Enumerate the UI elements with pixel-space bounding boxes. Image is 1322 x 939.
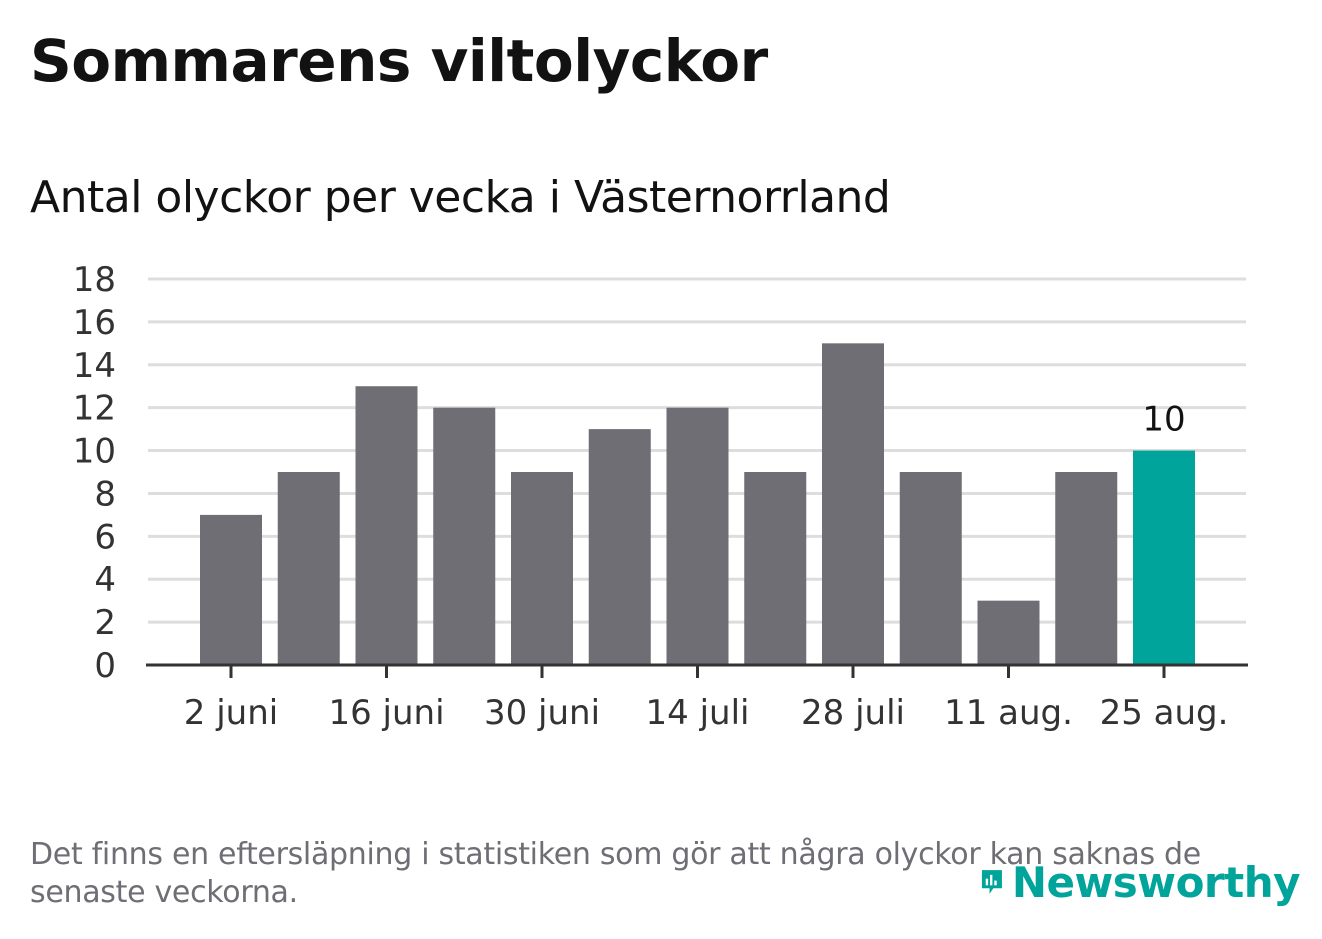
y-tick-label: 10 [73, 432, 116, 472]
y-tick-label: 14 [73, 346, 116, 386]
bar [1055, 472, 1118, 665]
y-tick-label: 8 [94, 474, 116, 514]
y-tick-label: 6 [94, 517, 116, 557]
bar [355, 386, 418, 665]
x-tick-label: 14 juli [646, 693, 750, 733]
chart-title: Sommarens viltolyckor [30, 27, 768, 95]
bar [588, 429, 651, 665]
x-tick-label: 25 aug. [1100, 693, 1229, 733]
newsworthy-logo-icon [981, 870, 1002, 894]
x-tick-label: 16 juni [328, 693, 444, 733]
bar-highlighted [1133, 450, 1195, 665]
x-tick-label: 11 aug. [944, 693, 1073, 733]
bar [899, 472, 962, 665]
data-labels: 10 [1142, 400, 1185, 440]
bar [744, 472, 807, 665]
y-tick-label: 2 [94, 603, 116, 643]
bar [277, 472, 340, 665]
y-tick-label: 18 [73, 260, 116, 300]
bar [511, 472, 573, 665]
bars [200, 343, 1195, 665]
logo-text: Newsworthy [1011, 857, 1301, 907]
x-tick-label: 2 juni [184, 693, 278, 733]
newsworthy-logo[interactable]: Newsworthy [980, 848, 1301, 916]
x-axis: 2 juni 16 juni 30 juni 14 juli 28 juli 11 aug… [146, 663, 1248, 733]
chart-subtitle: Antal olyckor per vecka i Västernorrland [30, 172, 891, 223]
bar [977, 600, 1040, 665]
bar [200, 514, 262, 665]
y-tick-label: 0 [94, 646, 116, 686]
bar [822, 343, 884, 665]
footnote: Det finns en eftersläpning i statistiken… [30, 837, 1201, 910]
y-tick-label: 4 [94, 560, 116, 600]
bar [433, 407, 496, 665]
bar [666, 407, 729, 665]
data-label: 10 [1142, 400, 1185, 440]
x-tick-label: 28 juli [801, 693, 905, 733]
y-tick-label: 12 [73, 389, 116, 429]
y-tick-label: 16 [73, 303, 116, 343]
x-tick-label: 30 juni [484, 693, 600, 733]
